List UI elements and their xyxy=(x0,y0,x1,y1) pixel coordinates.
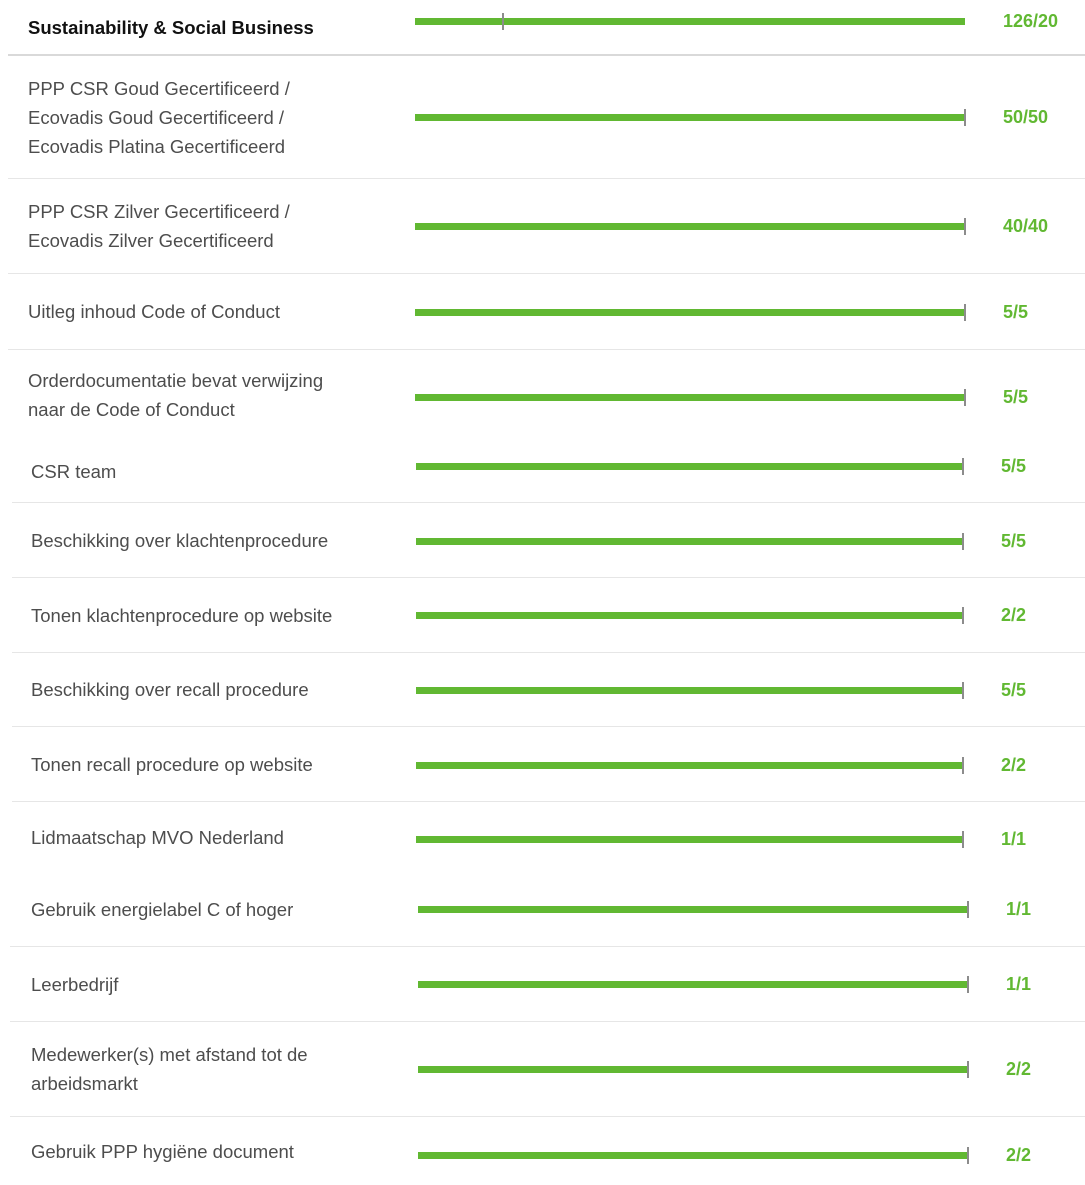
score-row-medewerker-s-met-afstand-tot: Medewerker(s) met afstand tot de arbeids… xyxy=(10,1022,1085,1117)
progress-fill xyxy=(418,980,968,988)
progress-bar xyxy=(415,113,965,121)
criterion-label: Gebruik energielabel C of hoger xyxy=(31,899,294,920)
max-marker xyxy=(964,303,966,321)
max-marker xyxy=(962,606,964,624)
criterion-score: 1/1 xyxy=(1006,974,1032,994)
score-row-gebruik-ppp-hygiëne-document: Gebruik PPP hygiëne document 2/2 xyxy=(10,1117,1085,1185)
progress-bar xyxy=(416,537,963,545)
progress-bar xyxy=(418,1151,968,1159)
progress-fill xyxy=(416,835,963,843)
progress-bar xyxy=(416,761,963,769)
criterion-label: PPP CSR Goud Gecertificeerd / Ecovadis G… xyxy=(28,77,290,157)
max-marker xyxy=(962,756,964,774)
progress-bar xyxy=(416,686,963,694)
score-row-tonen-klachtenprocedure-op-website: Tonen klachtenprocedure op website 2/2 xyxy=(12,578,1085,653)
progress-fill xyxy=(416,462,963,470)
score-row-gebruik-energielabel-c-of-hoger: Gebruik energielabel C of hoger 1/1 xyxy=(10,873,1085,947)
criterion-score: 1/1 xyxy=(1006,899,1032,919)
score-row-csr-team: CSR team 5/5 xyxy=(12,440,1085,503)
section-title: Sustainability & Social Business xyxy=(28,16,314,38)
score-row-ppp-csr-goud-gecertificeerd-ecovadis: PPP CSR Goud Gecertificeerd / Ecovadis G… xyxy=(8,56,1085,179)
score-row-lidmaatschap-mvo-nederland: Lidmaatschap MVO Nederland 1/1 xyxy=(12,802,1085,873)
progress-bar xyxy=(418,905,968,913)
progress-bar xyxy=(418,1065,968,1073)
score-row-orderdocumentatie-bevat-verwijzing-naar-de: Orderdocumentatie bevat verwijzing naar … xyxy=(8,350,1085,440)
criterion-label: Beschikking over recall procedure xyxy=(31,679,309,700)
criterion-label: Leerbedrijf xyxy=(31,973,119,995)
progress-fill xyxy=(416,686,963,694)
progress-bar xyxy=(416,462,963,470)
max-marker xyxy=(967,900,969,918)
max-marker xyxy=(967,1146,969,1164)
progress-fill xyxy=(415,308,965,316)
score-row-uitleg-inhoud-code-of-conduct: Uitleg inhoud Code of Conduct 5/5 xyxy=(8,274,1085,350)
criterion-label: Lidmaatschap MVO Nederland xyxy=(31,827,284,848)
max-marker xyxy=(964,388,966,406)
threshold-marker xyxy=(502,12,504,30)
max-marker xyxy=(962,532,964,550)
progress-bar xyxy=(415,308,965,316)
score-row-beschikking-over-recall-procedure: Beschikking over recall procedure 5/5 xyxy=(12,653,1085,727)
progress-fill xyxy=(415,17,965,25)
criterion-label: Orderdocumentatie bevat verwijzing naar … xyxy=(28,370,324,420)
criterion-label: Medewerker(s) met afstand tot de arbeids… xyxy=(31,1044,308,1094)
progress-bar xyxy=(418,980,968,988)
progress-fill xyxy=(418,905,968,913)
criterion-label: Uitleg inhoud Code of Conduct xyxy=(28,301,280,322)
criterion-label: Tonen klachtenprocedure op website xyxy=(31,604,333,626)
max-marker xyxy=(967,975,969,993)
score-row-tonen-recall-procedure-op-website: Tonen recall procedure op website 2/2 xyxy=(12,727,1085,802)
criterion-score: 50/50 xyxy=(1003,107,1049,127)
progress-fill xyxy=(415,393,965,401)
criterion-score: 5/5 xyxy=(1003,302,1029,322)
progress-bar xyxy=(415,393,965,401)
max-marker xyxy=(967,1060,969,1078)
criterion-score: 2/2 xyxy=(1006,1059,1032,1079)
progress-fill xyxy=(418,1151,968,1159)
criterion-score: 5/5 xyxy=(1003,387,1029,407)
criterion-label: PPP CSR Zilver Gecertificeerd / Ecovadis… xyxy=(28,201,290,251)
criterion-score: 5/5 xyxy=(1001,531,1027,551)
score-row-beschikking-over-klachtenprocedure: Beschikking over klachtenprocedure 5/5 xyxy=(12,503,1085,578)
progress-bar xyxy=(415,222,965,230)
progress-fill xyxy=(416,761,963,769)
section-header-row: Sustainability & Social Business 126/20 xyxy=(8,0,1085,56)
max-marker xyxy=(964,108,966,126)
max-marker xyxy=(962,830,964,848)
criterion-label: Gebruik PPP hygiëne document xyxy=(31,1140,294,1162)
score-row-ppp-csr-zilver-gecertificeerd-ecovadis: PPP CSR Zilver Gecertificeerd / Ecovadis… xyxy=(8,179,1085,274)
progress-fill xyxy=(418,1065,968,1073)
criterion-score: 2/2 xyxy=(1001,605,1027,625)
criterion-label: Beschikking over klachtenprocedure xyxy=(31,529,329,551)
progress-bar xyxy=(416,835,963,843)
progress-bar xyxy=(416,611,963,619)
progress-bar xyxy=(415,17,965,25)
criterion-label: CSR team xyxy=(31,460,117,482)
max-marker xyxy=(964,217,966,235)
progress-fill xyxy=(416,611,963,619)
criterion-score: 40/40 xyxy=(1003,216,1049,236)
criterion-score: 5/5 xyxy=(1001,456,1027,476)
criterion-label: Tonen recall procedure op website xyxy=(31,753,313,775)
progress-fill xyxy=(416,537,963,545)
criterion-score: 2/2 xyxy=(1006,1145,1032,1165)
criterion-score: 2/2 xyxy=(1001,755,1027,775)
criterion-score: 5/5 xyxy=(1001,680,1027,700)
progress-fill xyxy=(415,222,965,230)
section-score: 126/20 xyxy=(1003,11,1059,31)
criterion-score: 1/1 xyxy=(1001,829,1027,849)
max-marker xyxy=(962,457,964,475)
progress-fill xyxy=(415,113,965,121)
score-row-leerbedrijf: Leerbedrijf 1/1 xyxy=(10,947,1085,1022)
max-marker xyxy=(962,681,964,699)
